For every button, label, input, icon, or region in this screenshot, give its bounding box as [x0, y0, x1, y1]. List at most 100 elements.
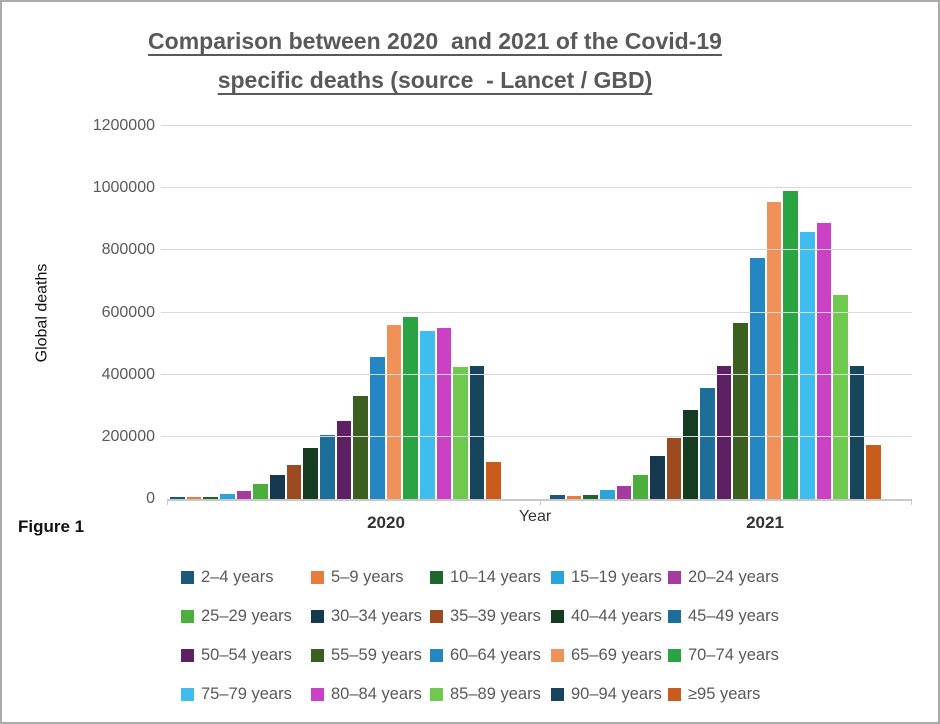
x-axis-tick: [167, 501, 168, 505]
bar-2021-35–39-years: [666, 438, 682, 499]
bar-2021-2–4-years: [550, 494, 565, 499]
gridline: [161, 249, 912, 251]
legend-swatch-icon: [311, 609, 324, 623]
legend-item: 5–9 years: [311, 568, 430, 587]
y-tick-label: 0: [146, 490, 155, 507]
legend-item: 90–94 years: [551, 685, 668, 704]
legend-item: 80–84 years: [311, 685, 430, 704]
legend-label: 15–19 years: [571, 567, 662, 586]
legend-swatch-icon: [551, 570, 564, 584]
figure-label: Figure 1: [18, 517, 85, 536]
bar-2021-75–79-years: [799, 231, 815, 499]
x-axis-tick: [539, 501, 541, 505]
bar-2021-40–44-years: [683, 409, 698, 499]
bar-2021-65–69-years: [766, 202, 782, 499]
legend-row: 75–79 years 80–84 years 85–89 years 90–94 y…: [181, 681, 791, 707]
bar-2021-25–29-years: [633, 475, 648, 499]
bar-2020-55–59-years: [353, 396, 368, 499]
x-axis-tick: [911, 501, 912, 505]
legend-swatch-icon: [181, 570, 194, 584]
legend-swatch-icon: [551, 687, 564, 701]
legend-label: 90–94 years: [571, 684, 662, 703]
legend-swatch-icon: [181, 609, 194, 623]
bar-2021-45–49-years: [699, 388, 715, 499]
legend-swatch-icon: [551, 609, 564, 623]
legend-label: 65–69 years: [571, 645, 662, 664]
legend-swatch-icon: [311, 687, 324, 701]
y-tick-label: 400000: [101, 365, 155, 383]
legend-item: 40–44 years: [551, 607, 668, 626]
bar-2020-20–24-years: [236, 490, 252, 499]
legend-item: 15–19 years: [551, 568, 668, 587]
bar-2021-≥95-years: [866, 444, 882, 499]
bar-2021-10–14-years: [583, 494, 598, 499]
legend-item: 30–34 years: [311, 607, 430, 626]
legend-swatch-icon: [430, 648, 443, 662]
bar-2020-70–74-years: [403, 317, 418, 499]
chart-title-line1: Comparison between 2020 and 2021 of the …: [148, 28, 722, 54]
bar-2021-20–24-years: [616, 485, 632, 499]
legend-item: 2–4 years: [181, 568, 311, 587]
bar-2020-30–34-years: [269, 474, 285, 499]
bar-2020-65–69-years: [386, 324, 402, 499]
legend-label: 20–24 years: [688, 567, 779, 586]
bar-2021-80–84-years: [816, 222, 832, 499]
legend-label: 60–64 years: [450, 645, 541, 664]
category-label-2020: 2020: [367, 513, 405, 532]
gridline: [161, 187, 912, 189]
y-axis-tick-labels: 0 200000 400000 600000 800000 1000000 1200000: [2, 117, 155, 507]
legend-item: 65–69 years: [551, 646, 668, 665]
legend-label: 40–44 years: [571, 606, 662, 625]
legend-item: 25–29 years: [181, 607, 311, 626]
legend-label: 85–89 years: [450, 684, 541, 703]
legend-item: 50–54 years: [181, 646, 311, 665]
bar-2021-70–74-years: [783, 191, 798, 499]
x-axis-title: Year: [518, 508, 552, 525]
legend-label: 30–34 years: [331, 606, 422, 625]
bar-2020-50–54-years: [336, 421, 352, 499]
bar-2020-75–79-years: [419, 331, 435, 499]
legend-row: 50–54 years 55–59 years 60–64 years 65–69 y…: [181, 642, 791, 668]
bar-2020-80–84-years: [436, 328, 452, 499]
chart-title: Comparison between 2020 and 2021 of the …: [2, 22, 868, 100]
legend-label: 70–74 years: [688, 645, 779, 664]
legend-swatch-icon: [668, 648, 681, 662]
bar-2021-15–19-years: [599, 490, 615, 499]
legend-label: 10–14 years: [450, 567, 541, 586]
legend-swatch-icon: [668, 687, 681, 701]
plot-area: [161, 125, 912, 505]
legend-item: 75–79 years: [181, 685, 311, 704]
legend-row: 2–4 years 5–9 years 10–14 years 15–19 years…: [181, 564, 791, 590]
bar-2021-30–34-years: [649, 456, 665, 499]
bar-2020-25–29-years: [253, 484, 268, 499]
legend-item: 60–64 years: [430, 646, 551, 665]
legend-swatch-icon: [311, 570, 324, 584]
legend-item: 70–74 years: [668, 646, 791, 665]
legend-swatch-icon: [430, 687, 443, 701]
legend-label: 55–59 years: [331, 645, 422, 664]
bar-2020-≥95-years: [486, 461, 502, 499]
y-tick-label: 800000: [101, 241, 155, 259]
bar-2020-45–49-years: [319, 435, 335, 499]
legend-label: ≥95 years: [688, 684, 761, 703]
bar-2020-35–39-years: [286, 464, 302, 499]
category-label-2021: 2021: [746, 513, 784, 532]
legend: 2–4 years 5–9 years 10–14 years 15–19 years…: [181, 564, 791, 720]
legend-swatch-icon: [430, 570, 443, 584]
bar-group-2020: [170, 317, 502, 499]
bar-2021-85–89-years: [833, 295, 848, 499]
gridline: [161, 125, 912, 126]
chart-title-line2: specific deaths (source - Lancet / GBD): [217, 67, 653, 93]
legend-label: 2–4 years: [201, 567, 274, 586]
bar-2021-60–64-years: [749, 258, 765, 499]
y-tick-label: 600000: [101, 303, 155, 321]
legend-label: 25–29 years: [201, 606, 292, 625]
bar-2021-90–94-years: [849, 366, 865, 499]
bar-2020-5–9-years: [186, 497, 202, 499]
legend-label: 75–79 years: [201, 684, 292, 703]
gridline: [161, 373, 912, 375]
bar-2021-5–9-years: [566, 496, 582, 499]
legend-item: 55–59 years: [311, 646, 430, 665]
legend-item: 20–24 years: [668, 568, 791, 587]
